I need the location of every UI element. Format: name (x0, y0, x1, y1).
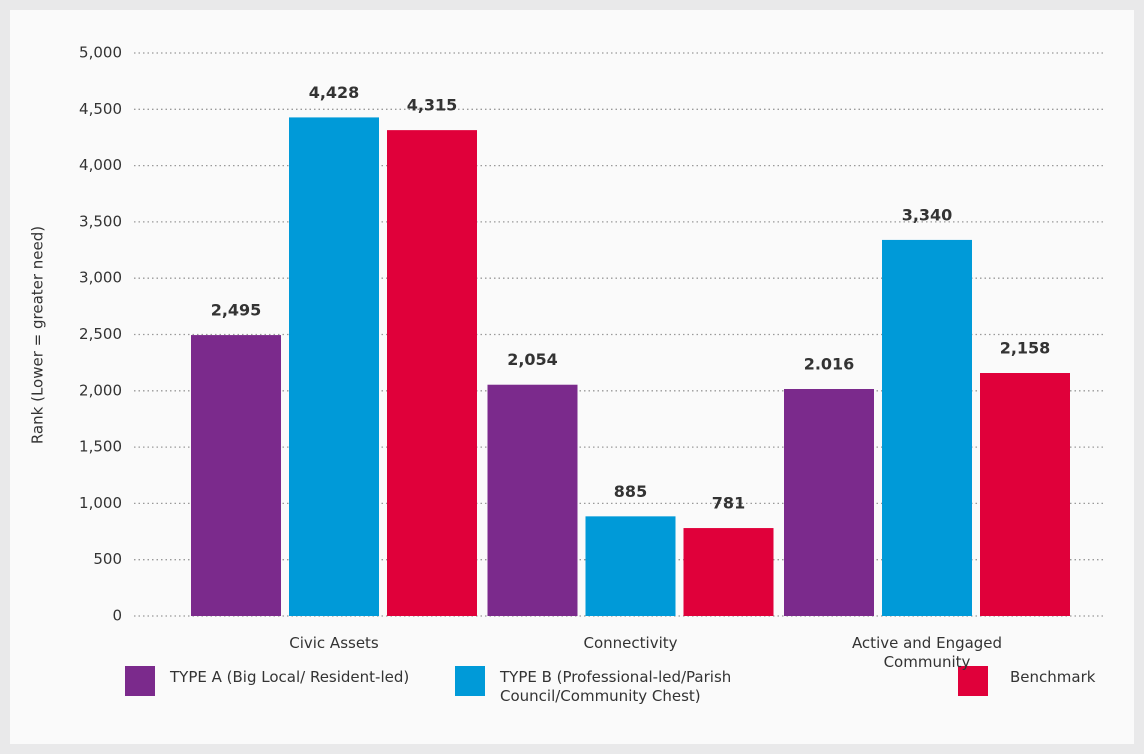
bar (387, 130, 477, 617)
data-label: 3,340 (902, 205, 953, 224)
bar (683, 528, 774, 616)
bar (980, 373, 1070, 616)
bar (487, 384, 578, 616)
bar (191, 335, 281, 616)
y-tick-label: 0 (112, 607, 122, 625)
bar (585, 516, 676, 616)
x-tick-label: Connectivity (583, 634, 678, 652)
data-label: 2,495 (211, 301, 262, 320)
data-label: 2,054 (507, 350, 558, 369)
legend-swatch (125, 666, 155, 696)
y-tick-label: 3,500 (79, 212, 122, 230)
legend-label: TYPE B (Professional-led/Parish Council/… (500, 668, 732, 705)
data-label: 2.016 (804, 354, 855, 373)
data-label: 2,158 (1000, 339, 1051, 358)
data-label: 4,428 (309, 83, 360, 102)
y-tick-label: 3,000 (79, 269, 122, 287)
y-tick-label: 4,000 (79, 156, 122, 174)
legend-swatch (455, 666, 485, 696)
y-tick-label: 500 (93, 550, 122, 568)
data-label: 781 (712, 494, 745, 513)
y-tick-label: 1,500 (79, 438, 122, 456)
legend-label: Benchmark (1010, 668, 1096, 686)
y-axis-label: Rank (Lower = greater need) (29, 226, 47, 444)
bar (882, 239, 972, 616)
bar (784, 388, 874, 616)
y-tick-label: 4,500 (79, 100, 122, 118)
y-tick-label: 2,000 (79, 381, 122, 399)
legend-swatch (958, 666, 988, 696)
data-label: 4,315 (407, 96, 458, 115)
x-tick-label: Active and Engaged Community (851, 634, 1003, 671)
y-tick-label: 5,000 (79, 44, 122, 62)
y-tick-label: 1,000 (79, 494, 122, 512)
y-tick-label: 2,500 (79, 325, 122, 343)
data-label: 885 (614, 482, 647, 501)
bar (289, 117, 379, 617)
legend-label: TYPE A (Big Local/ Resident-led) (170, 668, 410, 686)
x-tick-label: Civic Assets (289, 634, 379, 652)
